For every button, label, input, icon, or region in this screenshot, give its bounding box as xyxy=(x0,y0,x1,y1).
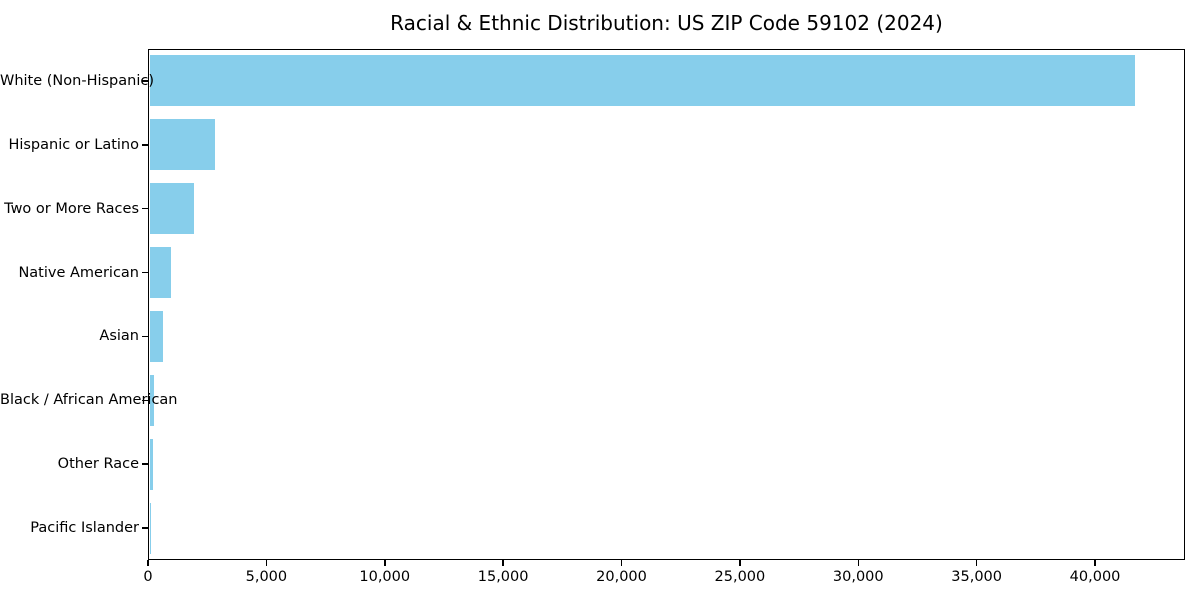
x-axis-tick-mark xyxy=(620,560,623,566)
x-axis-tick-label: 35,000 xyxy=(951,569,1003,585)
x-axis-tick-label: 30,000 xyxy=(832,569,884,585)
y-axis-tick-mark xyxy=(142,271,148,274)
bar-hispanic-or-latino xyxy=(149,119,216,171)
y-axis-tick-mark xyxy=(142,527,148,529)
y-axis-tick-mark xyxy=(142,399,148,402)
x-axis-tick-mark xyxy=(857,560,860,566)
x-axis-tick-label: 40,000 xyxy=(1069,569,1121,585)
x-axis-tick-mark xyxy=(384,560,386,566)
y-axis-category-label: White (Non-Hispanic) xyxy=(0,72,154,89)
bar-asian xyxy=(149,310,163,362)
x-axis-tick-label: 20,000 xyxy=(596,569,647,585)
y-axis-category-label: Asian xyxy=(99,328,139,345)
y-axis-category-label: Hispanic or Latino xyxy=(8,136,139,153)
y-axis-tick-mark xyxy=(142,80,148,82)
x-axis-tick-label: 25,000 xyxy=(714,569,766,585)
plot-area xyxy=(148,49,1185,560)
x-axis-tick-label: 15,000 xyxy=(477,569,529,585)
x-axis-tick-mark xyxy=(1094,560,1096,566)
x-axis-tick-label: 0 xyxy=(143,569,153,585)
x-axis-tick-mark xyxy=(147,560,149,566)
y-axis-tick-mark xyxy=(142,463,148,465)
y-axis-tick-mark xyxy=(142,335,148,338)
x-axis-tick-mark xyxy=(502,560,504,566)
x-axis-tick-label: 10,000 xyxy=(359,569,411,585)
y-axis-tick-mark xyxy=(142,207,148,210)
x-axis-tick-mark xyxy=(265,560,268,566)
bar-native-american xyxy=(149,247,172,299)
chart-title: Racial & Ethnic Distribution: US ZIP Cod… xyxy=(390,11,943,35)
bar-white-non-hispanic xyxy=(149,55,1136,107)
x-axis-tick-label: 5,000 xyxy=(245,569,288,585)
y-axis-category-label: Black / African American xyxy=(0,392,178,409)
x-axis-tick-mark xyxy=(739,560,741,566)
bar-two-or-more-races xyxy=(149,183,195,235)
y-axis-category-label: Other Race xyxy=(57,456,139,473)
y-axis-tick-mark xyxy=(142,144,148,146)
y-axis-category-label: Pacific Islander xyxy=(30,520,139,537)
bar-black-african-american xyxy=(149,374,154,426)
y-axis-category-label: Two or More Races xyxy=(4,200,139,217)
y-axis-category-label: Native American xyxy=(18,264,139,281)
bar-other-race xyxy=(149,438,153,490)
x-axis-tick-mark xyxy=(975,560,978,566)
